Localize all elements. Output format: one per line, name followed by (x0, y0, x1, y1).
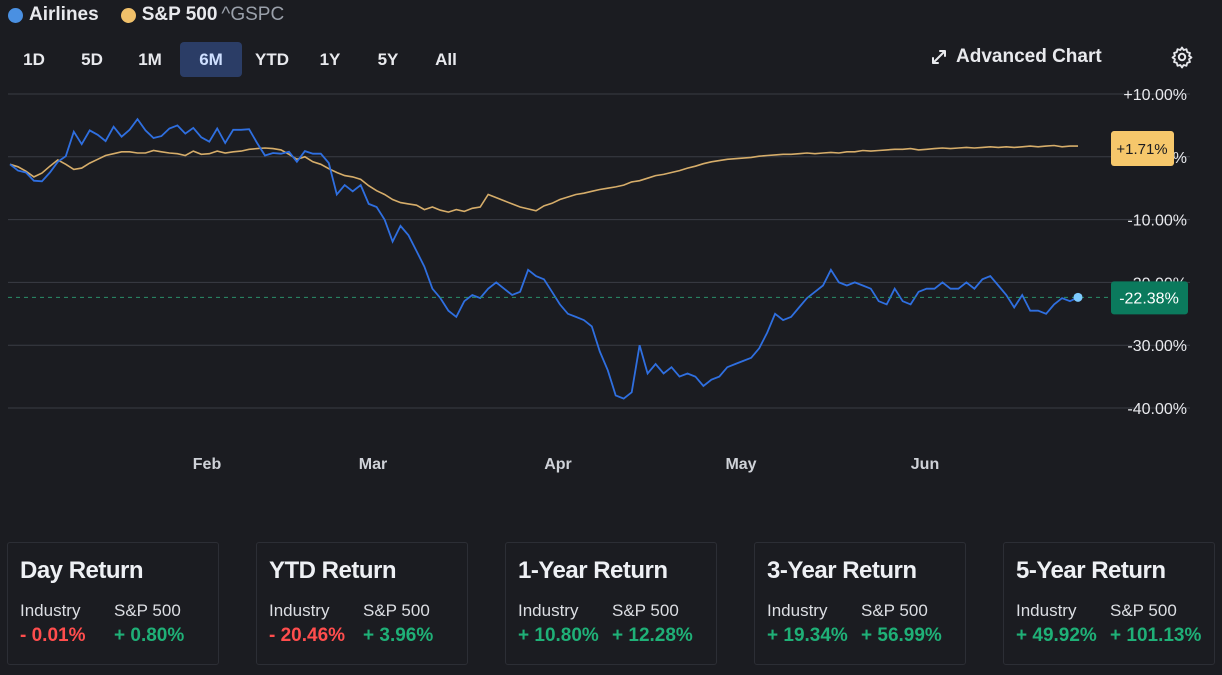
industry-label: Industry (1016, 601, 1077, 620)
x-tick-label: Feb (193, 456, 222, 473)
sp500-value: + 12.28% (612, 625, 693, 646)
sp500-last-value-badge: +1.71% (1111, 131, 1174, 167)
industry-label: Industry (20, 601, 81, 620)
legend-label-airlines: Airlines (29, 4, 99, 25)
y-tick-label: -40.00% (1127, 401, 1187, 418)
airlines-series-line (9, 117, 1079, 400)
sp500-value: + 0.80% (114, 625, 185, 646)
airlines-last-value-label: -22.38% (1119, 290, 1179, 307)
x-tick-label: May (725, 456, 756, 473)
chart-grid (8, 93, 1190, 409)
advanced-chart-button[interactable]: Advanced Chart (930, 44, 1102, 70)
y-tick-label: +10.00% (1123, 87, 1187, 104)
sp500-value: + 3.96% (363, 625, 434, 646)
range-tab-all[interactable]: All (435, 49, 457, 69)
y-tick-label: -30.00% (1127, 338, 1187, 355)
range-tab-6m[interactable]: 6M (180, 42, 242, 77)
industry-value: + 19.34% (767, 625, 848, 646)
legend-label-sp500: S&P 500 (141, 4, 218, 25)
chart-legend: Airlines S&P 500 ^GSPC (8, 4, 300, 26)
sp500-label: S&P 500 (114, 601, 181, 620)
card-title: Day Return (20, 557, 144, 584)
range-tab-5y[interactable]: 5Y (377, 49, 399, 69)
sp500-value: + 101.13% (1110, 625, 1202, 646)
advanced-chart-label: Advanced Chart (956, 46, 1102, 67)
industry-value: + 49.92% (1016, 625, 1097, 646)
card-title: 1-Year Return (518, 557, 668, 584)
card-5-year-return: 5-Year Return Industry S&P 500 + 49.92% + … (1003, 542, 1215, 665)
expand-arrows-icon (932, 50, 946, 64)
sp500-dot-icon (120, 7, 136, 23)
card-ytd-return: YTD Return Industry S&P 500 - 20.46% + 3.9… (256, 542, 468, 665)
x-tick-label: Jun (911, 456, 939, 473)
card-day-return: Day Return Industry S&P 500 - 0.01% + 0.80… (7, 542, 219, 665)
sp500-last-value-label: +1.71% (1116, 141, 1167, 158)
range-tab-1y[interactable]: 1Y (319, 49, 341, 69)
card-title: YTD Return (269, 557, 397, 584)
range-tab-1d[interactable]: 1D (23, 49, 45, 69)
x-tick-label: Mar (359, 456, 387, 473)
airlines-dot-icon (8, 7, 23, 23)
industry-label: Industry (767, 601, 828, 620)
return-cards: Day Return Industry S&P 500 - 0.01% + 0.80… (7, 542, 1215, 665)
card-3-year-return: 3-Year Return Industry S&P 500 + 19.34% + … (754, 542, 966, 665)
airlines-last-point (1073, 292, 1083, 302)
sp500-label: S&P 500 (612, 601, 679, 620)
range-tab-ytd[interactable]: YTD (255, 49, 289, 69)
range-tab-1m[interactable]: 1M (138, 49, 162, 69)
sp500-label: S&P 500 (1110, 601, 1177, 620)
legend-ticker-sp500: ^GSPC (221, 4, 285, 25)
industry-label: Industry (269, 601, 330, 620)
industry-value: - 0.01% (20, 625, 86, 646)
y-tick-label: -10.00% (1127, 213, 1187, 230)
card-title: 3-Year Return (767, 557, 917, 584)
card-1-year-return: 1-Year Return Industry S&P 500 + 10.80% + … (505, 542, 717, 665)
sp500-label: S&P 500 (363, 601, 430, 620)
industry-label: Industry (518, 601, 579, 620)
sp500-series-line (9, 144, 1078, 213)
industry-value: + 10.80% (518, 625, 599, 646)
legend-item-sp500[interactable]: S&P 500 ^GSPC (120, 4, 285, 26)
card-title: 5-Year Return (1016, 557, 1166, 584)
price-chart[interactable]: +10.00%0.00%-10.00%-20.00%-30.00%-40.00%… (0, 80, 1222, 490)
legend-item-airlines[interactable]: Airlines (8, 4, 99, 26)
industry-value: - 20.46% (269, 625, 346, 646)
time-range-tabs: 1D 5D 1M 6M YTD 1Y 5Y All (6, 42, 476, 77)
airlines-last-value-badge: -22.38% (1111, 281, 1188, 315)
x-axis-ticks: Feb Mar Apr May Jun (193, 456, 939, 473)
sp500-label: S&P 500 (861, 601, 928, 620)
range-tab-5d[interactable]: 5D (81, 49, 103, 69)
x-tick-label: Apr (544, 456, 572, 473)
gear-icon[interactable] (1170, 45, 1194, 69)
sp500-value: + 56.99% (861, 625, 942, 646)
